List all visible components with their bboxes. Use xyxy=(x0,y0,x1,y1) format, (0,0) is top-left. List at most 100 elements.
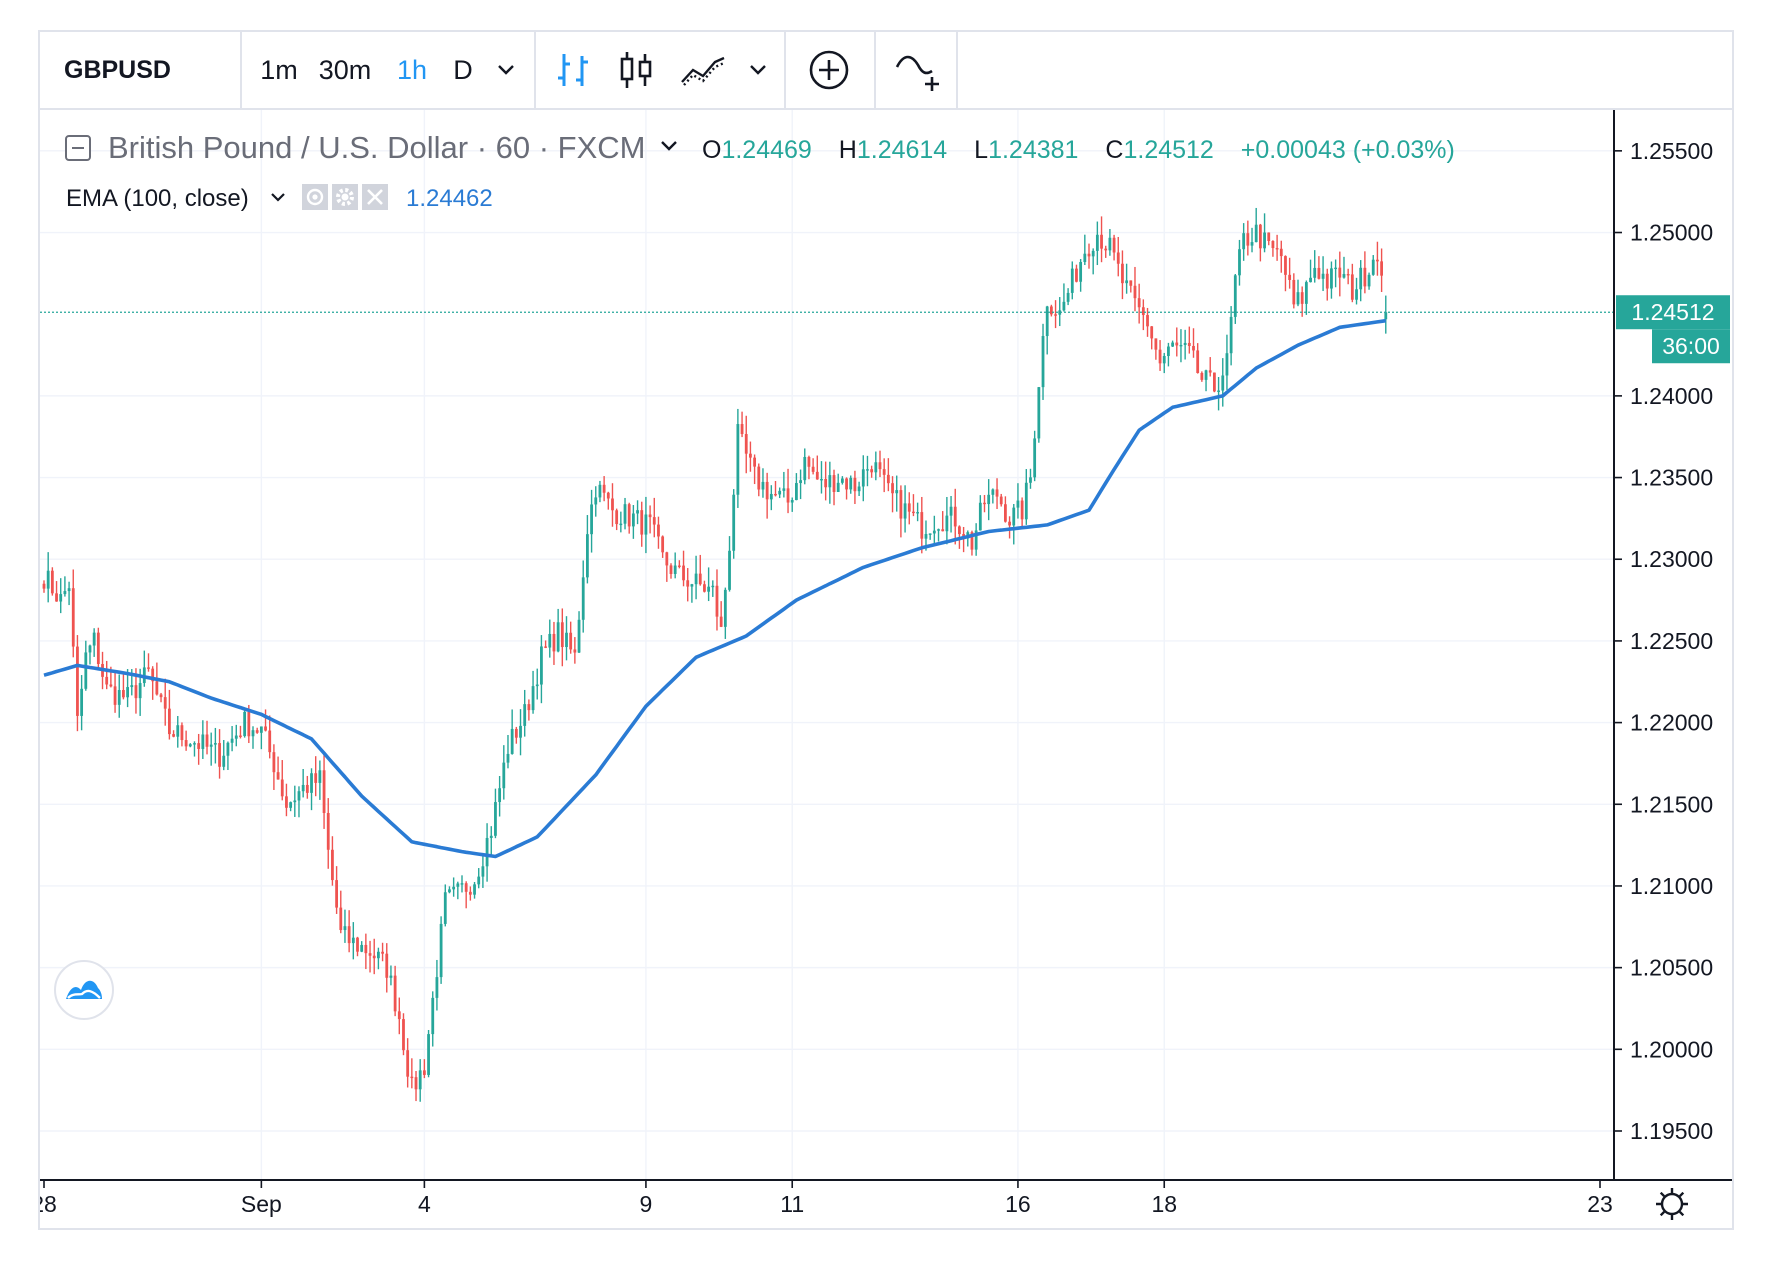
candle-body xyxy=(1058,310,1062,315)
time-tick-label: 11 xyxy=(780,1191,804,1217)
candle-body xyxy=(381,951,384,954)
interval-1h-button[interactable]: 1h xyxy=(396,54,428,85)
candle-body xyxy=(234,735,238,739)
time-tick-label: 16 xyxy=(1005,1191,1031,1217)
candle-body xyxy=(937,529,940,531)
candle-body xyxy=(1371,259,1375,275)
candle-body xyxy=(1350,274,1354,300)
close-icon[interactable] xyxy=(362,184,388,210)
candle-body xyxy=(560,622,564,648)
legend-title[interactable]: British Pound / U.S. Dollar · 60 · FXCM xyxy=(108,130,646,165)
indicators-icon[interactable] xyxy=(882,32,956,108)
candle-body xyxy=(489,835,493,838)
toolbar-divider xyxy=(240,32,242,108)
candle-body xyxy=(477,876,481,885)
candle-body xyxy=(769,493,773,500)
candle-body xyxy=(991,489,995,495)
candle-body xyxy=(1254,224,1258,243)
candle-body xyxy=(657,524,660,537)
candlestick-icon[interactable] xyxy=(606,32,666,108)
candle-body xyxy=(448,889,451,893)
symbol-search-button[interactable]: GBPUSD xyxy=(64,55,171,84)
candle-body xyxy=(243,711,247,737)
candle-body xyxy=(1267,232,1271,242)
chart-type-chevron-down-icon[interactable] xyxy=(740,32,776,108)
candle-body xyxy=(1200,372,1204,380)
candle-body xyxy=(1367,274,1371,287)
candle-body xyxy=(151,668,155,682)
candle-body xyxy=(268,730,272,753)
toolbar-divider xyxy=(874,32,876,108)
candle-body xyxy=(970,532,974,550)
candle-body xyxy=(686,580,690,587)
candle-body xyxy=(494,802,497,836)
candle-body xyxy=(456,883,460,887)
interval-dropdown-chevron-down-icon[interactable] xyxy=(486,32,526,108)
candle-body xyxy=(795,483,798,501)
candle-body xyxy=(606,492,610,499)
candle-body xyxy=(126,687,129,698)
candle-body xyxy=(1334,267,1338,270)
add-compare-icon[interactable] xyxy=(792,32,866,108)
candle-body xyxy=(978,502,982,531)
legend-chevron-down-icon[interactable] xyxy=(661,141,677,151)
candle-body xyxy=(473,884,476,895)
price-tick-label: 1.25000 xyxy=(1630,220,1713,246)
candle-body xyxy=(1033,438,1037,478)
candle-body xyxy=(615,510,619,525)
candle-body xyxy=(719,616,723,627)
candle-body xyxy=(556,622,560,652)
candle-body xyxy=(590,504,593,535)
candle-body xyxy=(397,1011,401,1020)
interval-d-button[interactable]: D xyxy=(453,54,473,85)
logo-icon[interactable] xyxy=(54,960,114,1020)
candle-body xyxy=(665,552,669,566)
candle-body xyxy=(372,955,376,959)
bar-chart-icon[interactable] xyxy=(544,32,604,108)
candle-body xyxy=(949,506,953,516)
candle-body xyxy=(46,570,50,589)
candle-body xyxy=(866,469,869,471)
area-chart-icon[interactable] xyxy=(668,32,738,108)
candle-body xyxy=(460,883,464,885)
interval-30m-button[interactable]: 30m xyxy=(318,54,372,85)
candle-body xyxy=(1296,292,1300,305)
change-value: +0.00043 (+0.03%) xyxy=(1241,136,1455,164)
candle-body xyxy=(42,583,46,589)
interval-1m-button[interactable]: 1m xyxy=(260,54,298,85)
candle-body xyxy=(723,589,727,627)
candle-body xyxy=(878,462,882,470)
ema-chevron-down-icon[interactable] xyxy=(271,193,285,202)
candle-body xyxy=(1125,280,1129,284)
settings-gear-icon[interactable] xyxy=(1656,1188,1688,1220)
time-axis[interactable]: 28 Sep 4 9 11 16 18 23 xyxy=(40,1179,1732,1217)
candle-body xyxy=(1225,353,1229,376)
candle-body xyxy=(506,753,510,763)
candle-body xyxy=(569,632,573,650)
candle-body xyxy=(301,784,305,792)
candle-body xyxy=(728,550,731,590)
candle-body xyxy=(903,503,907,519)
ema-legend-label[interactable]: EMA (100, close) xyxy=(66,185,249,212)
candle-body xyxy=(402,1019,405,1051)
candle-body xyxy=(1116,252,1120,264)
candle-body xyxy=(1012,507,1016,526)
gear-icon[interactable] xyxy=(332,184,358,210)
candle-body xyxy=(907,503,911,512)
price-chart[interactable]: 1.25500 1.25000 1.24000 1.23500 1.23000 1.225… xyxy=(40,32,1732,1228)
candle-body xyxy=(815,471,819,480)
candle-body xyxy=(807,456,811,467)
price-axis[interactable]: 1.25500 1.25000 1.24000 1.23500 1.23000 1.225… xyxy=(1613,110,1713,1180)
candle-body xyxy=(343,926,347,931)
time-tick-label: 28 xyxy=(40,1191,57,1217)
eye-icon[interactable] xyxy=(302,184,328,210)
candle-body xyxy=(109,684,113,687)
candle-body xyxy=(272,752,276,773)
candle-body xyxy=(631,513,635,527)
candle-body xyxy=(694,573,698,585)
candle-body xyxy=(422,1070,426,1075)
candle-body xyxy=(1171,342,1174,347)
candle-body xyxy=(1304,282,1308,304)
candle-body xyxy=(163,697,167,709)
candle-body xyxy=(356,937,359,952)
